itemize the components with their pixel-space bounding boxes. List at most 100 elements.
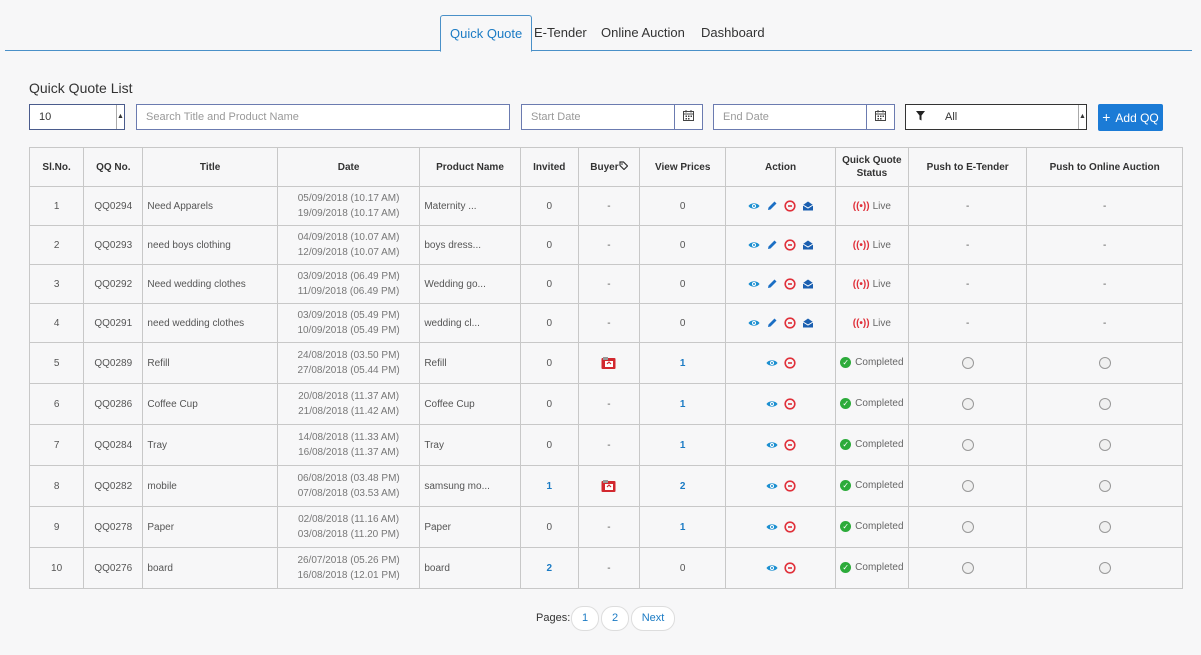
view-icon[interactable] bbox=[766, 439, 778, 451]
view-prices-count[interactable]: 1 bbox=[679, 357, 686, 369]
buyer-header-label: Buyer bbox=[590, 161, 619, 173]
cancel-icon[interactable] bbox=[783, 278, 796, 290]
tab-e-tender[interactable]: E-Tender bbox=[534, 25, 587, 40]
cell-view-prices[interactable]: 1 bbox=[639, 424, 727, 466]
buyer-document-icon[interactable] bbox=[601, 479, 617, 493]
push-etender-radio[interactable] bbox=[961, 357, 974, 369]
buyer-document-icon[interactable] bbox=[601, 356, 617, 370]
view-prices-count: 0 bbox=[679, 317, 686, 329]
cell-qq-no: QQ0286 bbox=[83, 383, 144, 425]
calendar-icon[interactable] bbox=[866, 105, 894, 129]
cell-invited[interactable]: 1 bbox=[519, 465, 579, 507]
cancel-icon[interactable] bbox=[783, 521, 796, 533]
cancel-icon[interactable] bbox=[783, 317, 796, 329]
cell-buyer: - bbox=[577, 547, 641, 589]
view-icon[interactable] bbox=[766, 480, 778, 492]
cell-push-etender[interactable] bbox=[907, 506, 1028, 548]
view-prices-count[interactable]: 2 bbox=[679, 480, 686, 492]
push-etender-radio[interactable] bbox=[961, 398, 974, 410]
cell-push-etender[interactable] bbox=[907, 547, 1028, 589]
edit-icon[interactable] bbox=[766, 317, 778, 329]
cancel-icon[interactable] bbox=[783, 562, 796, 574]
column-header: Quick Quote Status bbox=[834, 147, 909, 187]
end-date-text: 21/08/2018 (11.42 AM) bbox=[298, 406, 400, 417]
envelope-icon[interactable] bbox=[802, 239, 814, 251]
view-icon[interactable] bbox=[748, 200, 760, 212]
cell-push-etender[interactable] bbox=[907, 424, 1028, 466]
start-date-text: 26/07/2018 (05.26 PM) bbox=[297, 555, 400, 566]
push-etender-radio[interactable] bbox=[961, 521, 974, 533]
view-prices-count[interactable]: 1 bbox=[679, 521, 686, 533]
cell-view-prices[interactable]: 2 bbox=[639, 465, 727, 507]
add-qq-button[interactable]: + Add QQ bbox=[1098, 104, 1163, 131]
view-prices-count[interactable]: 1 bbox=[679, 398, 686, 410]
view-icon[interactable] bbox=[748, 317, 760, 329]
edit-icon[interactable] bbox=[766, 200, 778, 212]
invited-count[interactable]: 1 bbox=[546, 480, 553, 492]
invited-count[interactable]: 2 bbox=[546, 562, 553, 574]
cell-push-auction[interactable] bbox=[1026, 424, 1183, 466]
end-date-text: 10/09/2018 (05.49 PM) bbox=[297, 325, 400, 336]
cancel-icon[interactable] bbox=[783, 239, 796, 251]
cell-push-auction[interactable] bbox=[1026, 342, 1183, 384]
cell-product-name: samsung mo... bbox=[419, 465, 521, 507]
cancel-icon[interactable] bbox=[783, 200, 796, 212]
tab-quick-quote[interactable]: Quick Quote bbox=[440, 15, 533, 52]
table-row: 1 QQ0294 Need Apparels 05/09/2018 (10.17 AM… bbox=[28, 186, 1183, 226]
envelope-icon[interactable] bbox=[802, 200, 814, 212]
cancel-icon[interactable] bbox=[783, 480, 796, 492]
push-auction-radio[interactable] bbox=[1098, 357, 1111, 369]
cell-view-prices[interactable]: 1 bbox=[639, 506, 727, 548]
page-button-2[interactable]: 2 bbox=[601, 606, 629, 631]
cell-view-prices[interactable]: 1 bbox=[639, 383, 727, 425]
start-date-placeholder: Start Date bbox=[531, 111, 581, 123]
cell-push-auction[interactable] bbox=[1026, 506, 1183, 548]
next-page-button[interactable]: Next bbox=[631, 606, 675, 631]
cell-push-auction[interactable] bbox=[1026, 383, 1183, 425]
push-auction-radio[interactable] bbox=[1098, 439, 1111, 451]
push-etender-radio[interactable] bbox=[961, 562, 974, 574]
cell-action bbox=[725, 547, 836, 589]
cell-push-etender[interactable] bbox=[907, 342, 1028, 384]
end-date-field[interactable]: End Date bbox=[713, 104, 895, 130]
search-input[interactable]: Search Title and Product Name bbox=[136, 104, 510, 130]
view-icon[interactable] bbox=[766, 521, 778, 533]
push-auction-radio[interactable] bbox=[1098, 480, 1111, 492]
cancel-icon[interactable] bbox=[783, 439, 796, 451]
view-icon[interactable] bbox=[766, 398, 778, 410]
envelope-icon[interactable] bbox=[802, 317, 814, 329]
check-circle-icon: ✓ bbox=[840, 357, 852, 369]
cell-view-prices[interactable]: 1 bbox=[639, 342, 727, 384]
tab-online-auction[interactable]: Online Auction bbox=[601, 25, 685, 40]
push-auction-radio[interactable] bbox=[1098, 562, 1111, 574]
calendar-icon[interactable] bbox=[674, 105, 702, 129]
push-etender-radio[interactable] bbox=[961, 439, 974, 451]
edit-icon[interactable] bbox=[766, 278, 778, 290]
push-etender-radio[interactable] bbox=[961, 480, 974, 492]
cell-push-etender[interactable] bbox=[907, 465, 1028, 507]
cancel-icon[interactable] bbox=[783, 357, 796, 369]
envelope-icon[interactable] bbox=[802, 278, 814, 290]
page-size-select[interactable]: 10 ▲ bbox=[29, 104, 125, 130]
cancel-icon[interactable] bbox=[783, 398, 796, 410]
push-auction-radio[interactable] bbox=[1098, 398, 1111, 410]
tab-dashboard[interactable]: Dashboard bbox=[701, 25, 765, 40]
page-button-1[interactable]: 1 bbox=[571, 606, 599, 631]
view-icon[interactable] bbox=[748, 278, 760, 290]
view-icon[interactable] bbox=[748, 239, 760, 251]
cell-product-name: board bbox=[419, 547, 521, 589]
cell-push-auction[interactable] bbox=[1026, 465, 1183, 507]
push-auction-radio[interactable] bbox=[1098, 521, 1111, 533]
cell-push-etender[interactable] bbox=[907, 383, 1028, 425]
pages-label: Pages: bbox=[536, 612, 571, 624]
edit-icon[interactable] bbox=[766, 239, 778, 251]
cell-qq-no: QQ0276 bbox=[83, 547, 144, 589]
status-filter-select[interactable]: All ▲ bbox=[905, 104, 1087, 130]
view-icon[interactable] bbox=[766, 357, 778, 369]
start-date-field[interactable]: Start Date bbox=[521, 104, 703, 130]
cell-invited[interactable]: 2 bbox=[519, 547, 579, 589]
cell-push-auction[interactable] bbox=[1026, 547, 1183, 589]
view-prices-count[interactable]: 1 bbox=[679, 439, 686, 451]
view-icon[interactable] bbox=[766, 562, 778, 574]
buyer-empty: - bbox=[607, 521, 611, 533]
